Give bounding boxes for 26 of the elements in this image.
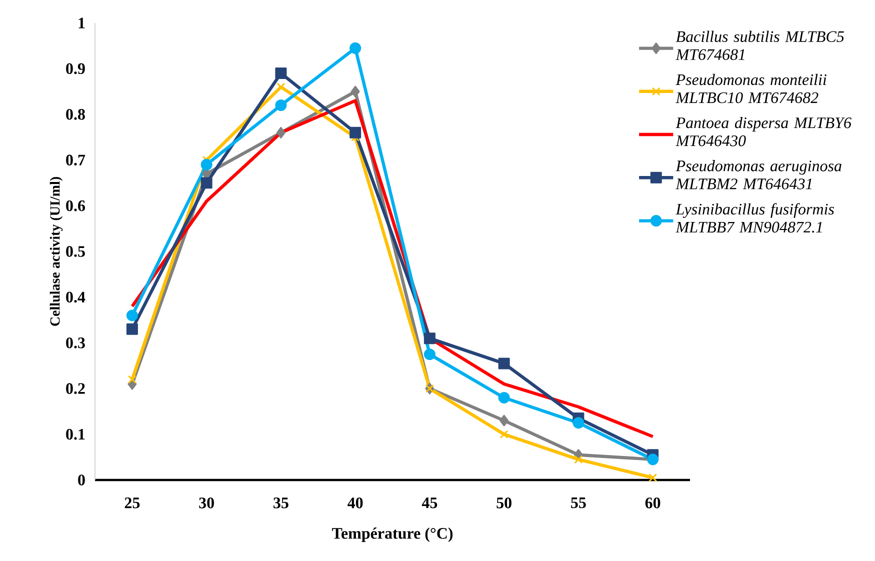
legend-label: Bacillus subtilis MLTBC5 MT674681 bbox=[676, 30, 844, 60]
y-tick-label: 0.6 bbox=[66, 200, 86, 212]
y-tick-label: 0.7 bbox=[66, 154, 86, 166]
legend-label: Pantoea dispersa MLTBY6 MT646430 bbox=[676, 116, 852, 146]
y-tick-label: 0.5 bbox=[66, 246, 85, 257]
legend-label: Pseudomonas monteilii MLTBC10 MT674682 bbox=[676, 74, 826, 104]
x-tick-label: 50 bbox=[496, 498, 512, 508]
y-axis-title: Cellulase activity (UI/ml) bbox=[50, 177, 63, 326]
y-tick-label: 0.2 bbox=[66, 383, 85, 394]
x-tick-label: 60 bbox=[645, 498, 660, 508]
y-tick-label: 0.3 bbox=[66, 337, 85, 348]
y-tick-label: 0.8 bbox=[66, 108, 85, 120]
x-tick-label: 30 bbox=[199, 498, 214, 508]
legend-label: Pseudomonas aeruginosa MLTBM2 MT646431 bbox=[676, 160, 842, 190]
x-tick-label: 35 bbox=[274, 498, 288, 508]
x-tick-label: 55 bbox=[571, 498, 586, 508]
y-tick-label: 0.9 bbox=[66, 63, 85, 74]
x-tick-label: 25 bbox=[124, 498, 140, 508]
x-tick-label: 45 bbox=[422, 498, 438, 508]
y-tick-label: 0.1 bbox=[66, 428, 85, 440]
x-axis-title: Température (°C) bbox=[332, 528, 453, 542]
x-tick-label: 40 bbox=[348, 498, 363, 508]
y-tick-label: 0.4 bbox=[66, 292, 86, 303]
y-tick-label: 0 bbox=[78, 474, 85, 486]
legend-label: Lysinibacillus fusiformis MLTBB7 MN904872.1 bbox=[676, 203, 834, 233]
y-tick-label: 1 bbox=[78, 18, 85, 28]
